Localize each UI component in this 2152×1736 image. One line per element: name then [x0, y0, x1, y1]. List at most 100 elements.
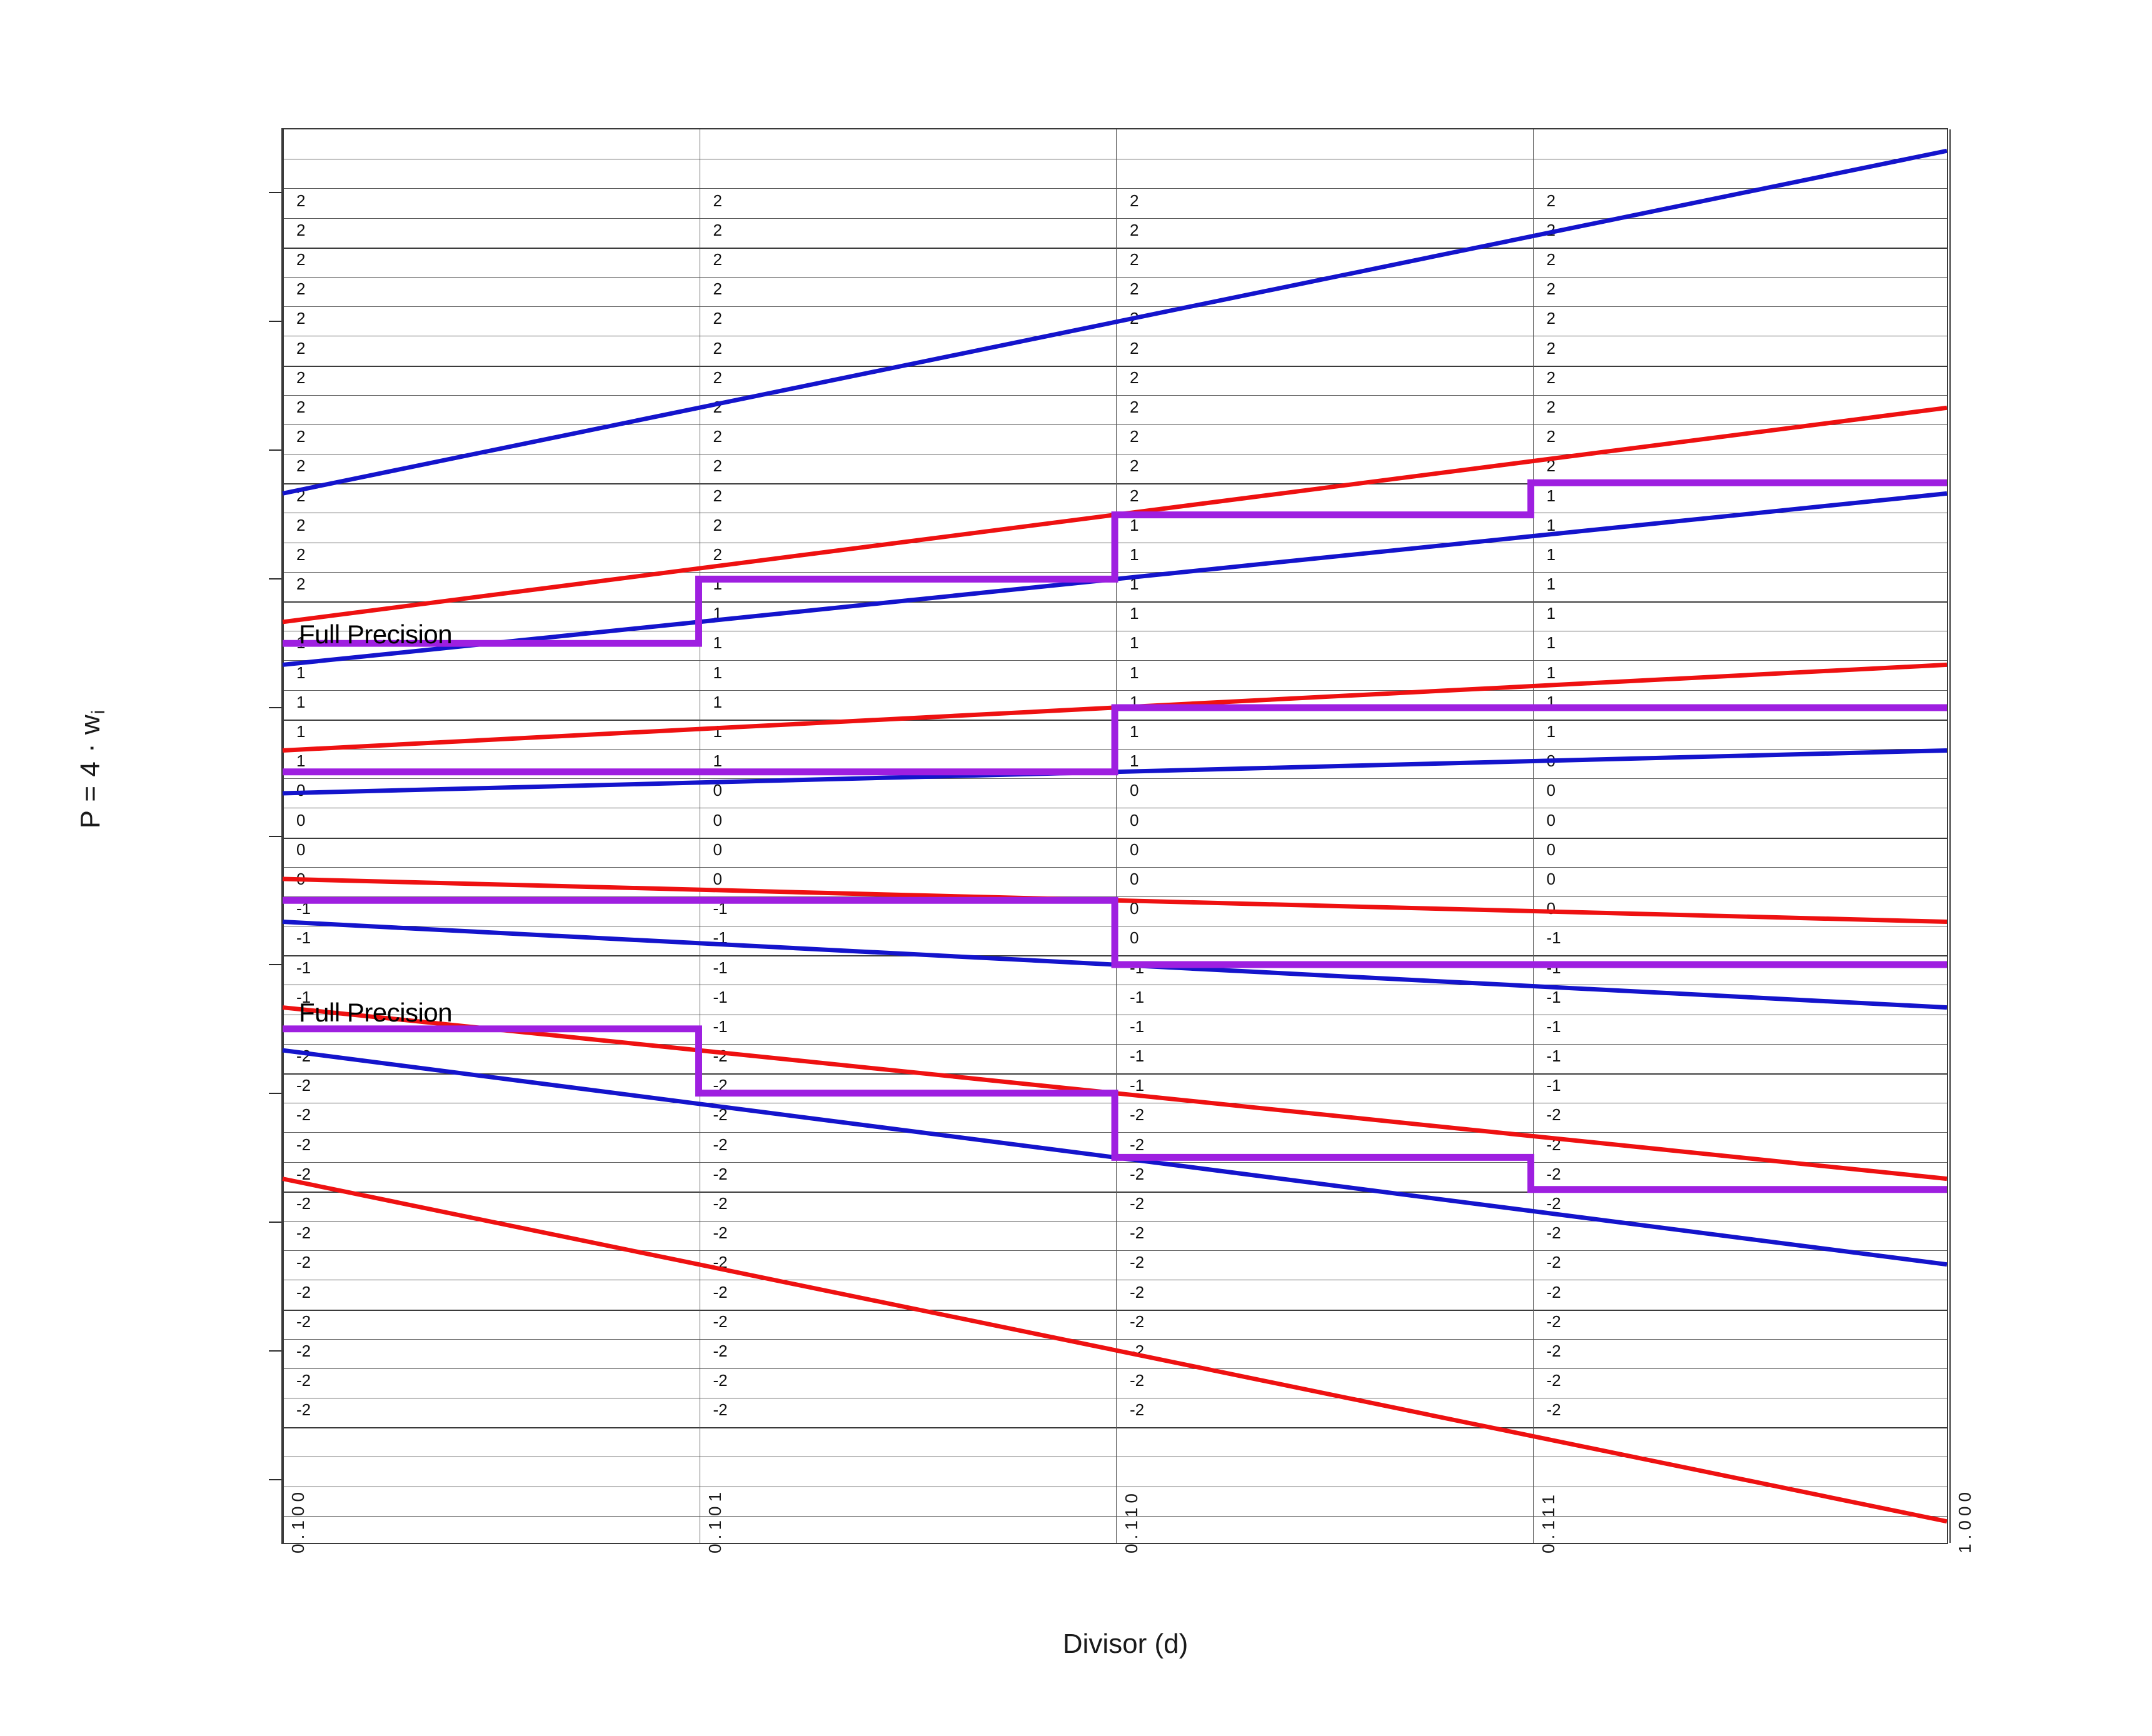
y-tick-mark	[269, 191, 281, 193]
digit-cell: 1	[713, 751, 722, 771]
digit-cell: 2	[1546, 250, 1556, 269]
digit-cell: -2	[713, 1341, 728, 1360]
digit-cell: -1	[713, 1016, 728, 1036]
grid-line-h	[283, 1338, 1947, 1340]
digit-cell: -1	[713, 987, 728, 1006]
grid-line-h	[283, 1043, 1947, 1045]
digit-cell: -2	[713, 1105, 728, 1125]
digit-cell: 2	[296, 220, 306, 239]
digit-cell: -2	[296, 1341, 311, 1360]
digit-cell: 1	[713, 663, 722, 682]
full-precision-label-lower: Full Precision	[298, 998, 453, 1028]
digit-cell: 1	[713, 604, 722, 623]
digit-cell: -2	[1130, 1312, 1145, 1331]
digit-cell: -2	[296, 1253, 311, 1272]
digit-cell: 2	[1546, 279, 1556, 299]
grid-line-h	[283, 218, 1947, 219]
digit-cell: 2	[296, 574, 306, 593]
grid-line-h	[283, 483, 1947, 485]
digit-cell: -1	[713, 958, 728, 977]
digit-cell: -1	[296, 928, 311, 948]
digit-cell: -2	[713, 1371, 728, 1390]
digit-cell: -2	[713, 1400, 728, 1420]
y-tick-mark	[269, 578, 281, 580]
digit-cell: 2	[1546, 456, 1556, 476]
y-axis-title: P = 4 · wi	[75, 638, 113, 900]
digit-cell: 0	[1546, 869, 1556, 888]
y-axis-title-subscript: i	[88, 709, 109, 715]
grid-line-h	[283, 778, 1947, 780]
grid-line-v	[1949, 129, 1951, 1543]
digit-cell: -1	[1546, 928, 1561, 948]
digit-cell: 2	[713, 220, 722, 239]
grid-line-h	[283, 394, 1947, 396]
x-tick-label: 0.110	[1122, 1489, 1141, 1553]
digit-cell: -1	[1546, 1076, 1561, 1095]
digit-cell: -2	[296, 1282, 311, 1302]
digit-cell: -2	[1130, 1194, 1145, 1213]
digit-cell: 2	[1130, 338, 1139, 358]
digit-cell: 2	[713, 338, 722, 358]
digit-cell: -1	[1130, 1016, 1145, 1036]
digit-cell: 2	[296, 456, 306, 476]
grid-line-h	[283, 1427, 1947, 1429]
digit-cell: -2	[1546, 1164, 1561, 1183]
grid-line-h	[283, 1250, 1947, 1252]
grid-line-h	[283, 424, 1947, 425]
grid-line-v	[283, 129, 284, 1543]
digit-cell: 2	[296, 515, 306, 534]
digit-cell: 2	[1546, 368, 1556, 387]
plot-area: 2 2 2 2 2 2 2 2 2 2 2 2 2 2 1 1 1 1 1 0 0 0 0 -1 -1 -1 -1 -2 -2 -2 -2 -…	[281, 128, 1951, 1544]
digit-cell: 2	[713, 279, 722, 299]
digit-cell: 2	[296, 427, 306, 446]
grid-line-h	[283, 896, 1947, 897]
digit-cell: 2	[1130, 397, 1139, 416]
digit-cell: 1	[713, 692, 722, 711]
grid-line-h	[283, 1220, 1947, 1222]
y-tick-mark	[269, 1093, 281, 1095]
digit-cell: 1	[1546, 722, 1556, 741]
x-tick-label: 0.101	[705, 1487, 725, 1553]
digit-cell: 2	[713, 309, 722, 328]
digit-cell: -2	[1546, 1371, 1561, 1390]
grid-line-h	[283, 276, 1947, 278]
digit-cell: -2	[1546, 1341, 1561, 1360]
grid-line-v	[1532, 129, 1534, 1543]
digit-cell: 1	[1546, 515, 1556, 534]
digit-cell: 2	[296, 368, 306, 387]
digit-cell: 2	[713, 250, 722, 269]
y-tick-mark	[269, 1222, 281, 1223]
digit-cell: 1	[1546, 663, 1556, 682]
y-tick-mark	[269, 1479, 281, 1481]
digit-cell: -1	[1130, 1046, 1145, 1065]
digit-cell: -2	[1130, 1105, 1145, 1125]
digit-cell: 1	[1130, 604, 1139, 623]
digit-cell: -1	[1130, 987, 1145, 1006]
digit-cell: 2	[713, 515, 722, 534]
digit-cell: 1	[1546, 486, 1556, 505]
digit-cell: -2	[296, 1400, 311, 1420]
digit-cell: -2	[1546, 1253, 1561, 1272]
digit-cell: 1	[1546, 633, 1556, 653]
grid-line-h	[283, 1368, 1947, 1369]
digit-cell: 2	[1130, 279, 1139, 299]
digit-cell: -1	[296, 958, 311, 977]
grid-line-h	[283, 188, 1947, 189]
purple-staircase-boundaries	[283, 479, 1947, 1193]
digit-cell: -2	[1130, 1164, 1145, 1183]
digit-cell: -2	[713, 1076, 728, 1095]
grid-line-h	[283, 1309, 1947, 1311]
digit-cell: -1	[1546, 1046, 1561, 1065]
grid-line-h	[283, 1515, 1947, 1517]
digit-cell: 2	[296, 191, 306, 210]
digit-cell: -2	[713, 1312, 728, 1331]
digit-cell: 1	[1546, 544, 1556, 564]
digit-cell: -1	[296, 899, 311, 918]
digit-cell: -2	[1546, 1400, 1561, 1420]
digit-cell: 2	[296, 250, 306, 269]
digit-cell: 2	[296, 544, 306, 564]
digit-cell: -2	[1546, 1282, 1561, 1302]
y-tick-mark	[269, 964, 281, 966]
x-tick-label: 0.100	[288, 1487, 308, 1553]
u2-upper-blue	[282, 148, 1948, 496]
